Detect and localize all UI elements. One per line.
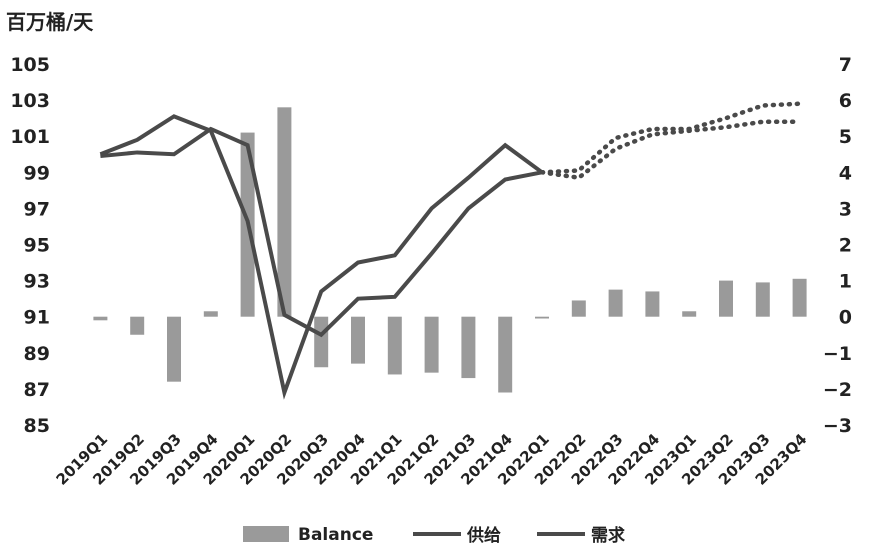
- balance-bar: [755, 282, 770, 317]
- balance-bar: [424, 316, 439, 373]
- right-tick-label: 1: [839, 271, 852, 293]
- right-tick-label: 6: [839, 90, 852, 112]
- left-tick-label: 103: [10, 90, 50, 112]
- right-tick-label: −2: [823, 379, 852, 401]
- balance-bar: [93, 316, 108, 321]
- balance-bar: [498, 316, 513, 393]
- right-axis: 7 6 5 4 3 2 1 0 −1 −2 −3: [823, 54, 852, 437]
- balance-bar: [608, 289, 623, 317]
- balance-bar: [130, 316, 145, 335]
- left-tick-label: 93: [24, 271, 50, 293]
- lines-layer: [99, 101, 802, 400]
- balance-bar: [314, 316, 329, 368]
- right-tick-label: 4: [839, 162, 852, 184]
- left-axis: 105 103 101 99 97 95 93 91 89 87 85: [10, 54, 50, 437]
- legend-label-supply: 供给: [466, 525, 501, 546]
- series-line-projection: [539, 119, 802, 181]
- legend: Balance 供给 需求: [243, 525, 625, 546]
- legend-label-balance: Balance: [298, 525, 373, 545]
- series-line-solid: [100, 126, 543, 338]
- right-tick-label: 0: [839, 307, 852, 329]
- right-tick-label: 7: [839, 54, 852, 76]
- right-tick-label: 2: [839, 235, 852, 257]
- legend-swatch-balance: [243, 526, 289, 542]
- left-tick-label: 97: [24, 198, 50, 220]
- balance-bar: [203, 311, 218, 317]
- series-line-solid: [99, 114, 544, 400]
- x-axis: 2019Q12019Q22019Q32019Q42020Q12020Q22020…: [53, 430, 811, 489]
- bars-layer: [93, 107, 807, 393]
- balance-bar: [351, 316, 365, 364]
- left-tick-label: 87: [24, 379, 50, 401]
- balance-bar: [535, 316, 549, 319]
- balance-bar: [277, 107, 292, 317]
- balance-bar: [719, 280, 733, 317]
- balance-bar: [461, 316, 476, 379]
- right-tick-label: −1: [823, 343, 852, 365]
- y-axis-unit-label: 百万桶/天: [6, 10, 94, 34]
- balance-bar: [571, 300, 586, 317]
- balance-bar: [387, 316, 402, 375]
- legend-label-demand: 需求: [591, 525, 625, 546]
- right-tick-label: 5: [839, 126, 852, 148]
- left-tick-label: 99: [24, 162, 50, 184]
- left-tick-label: 95: [24, 235, 50, 257]
- right-tick-label: −3: [823, 415, 852, 437]
- balance-bar: [645, 291, 660, 317]
- left-tick-label: 91: [24, 307, 50, 329]
- series-line-projection: [539, 101, 802, 175]
- right-tick-label: 3: [839, 198, 852, 220]
- left-tick-label: 89: [24, 343, 50, 365]
- left-tick-label: 101: [10, 126, 50, 148]
- left-tick-label: 85: [24, 415, 50, 437]
- left-tick-label: 105: [10, 54, 50, 76]
- balance-bar: [792, 278, 807, 317]
- balance-bar: [167, 316, 181, 382]
- balance-bar: [682, 311, 697, 317]
